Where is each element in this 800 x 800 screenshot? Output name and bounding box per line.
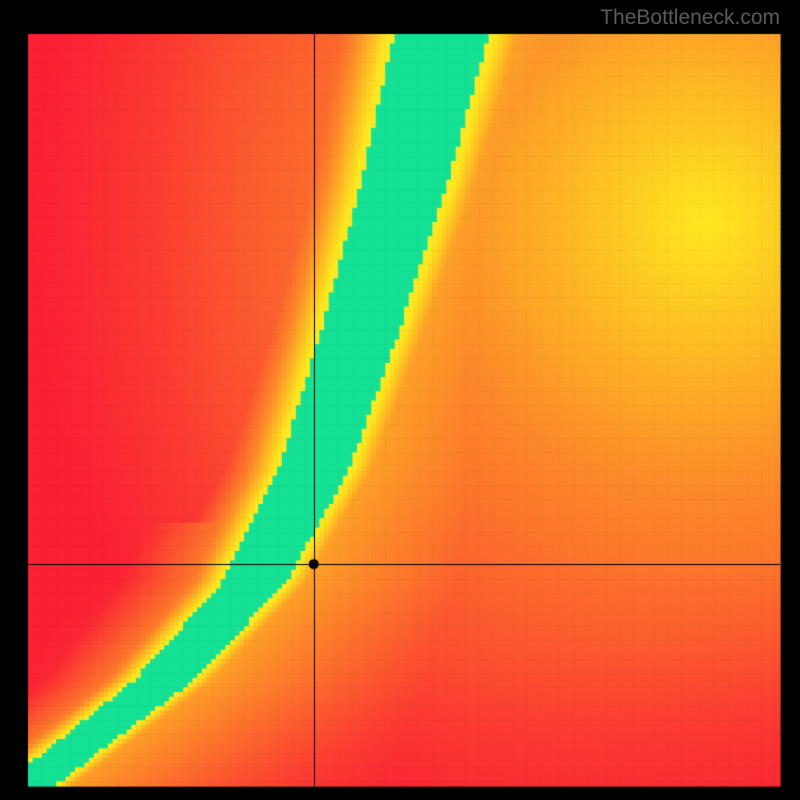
heatmap-canvas	[0, 0, 800, 800]
watermark-text: TheBottleneck.com	[600, 6, 780, 30]
chart-container: TheBottleneck.com	[0, 0, 800, 800]
